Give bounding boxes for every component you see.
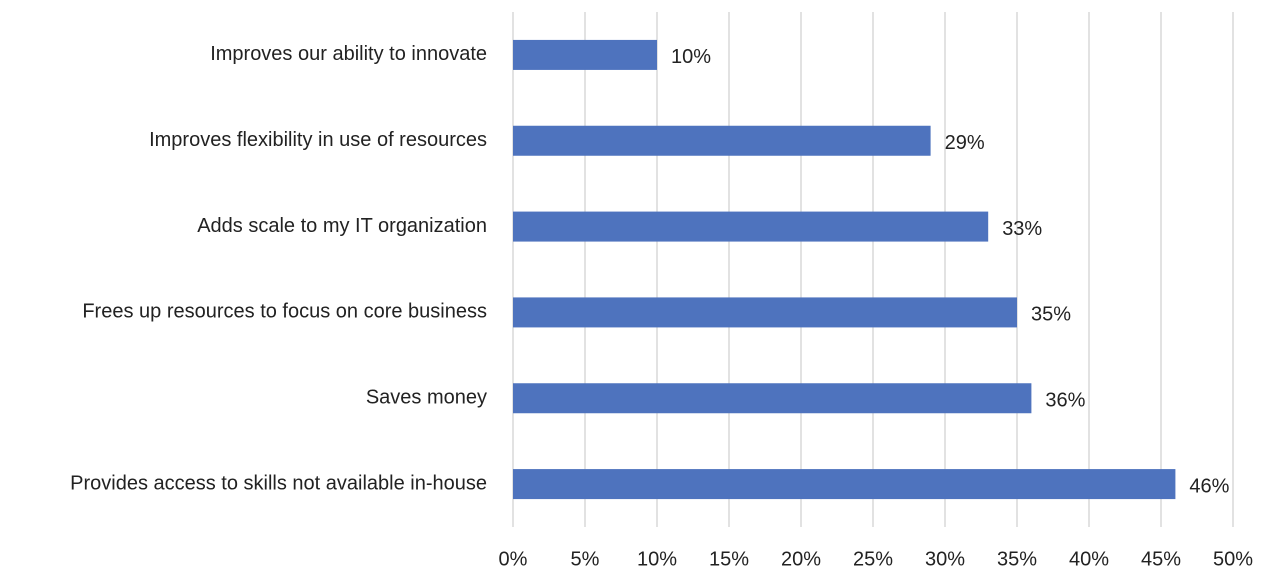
x-tick-label: 45% <box>1141 548 1181 570</box>
bar <box>513 383 1032 414</box>
bar <box>513 211 989 242</box>
x-tick-label: 25% <box>853 548 893 570</box>
bar <box>513 469 1176 500</box>
x-tick-label: 15% <box>709 548 749 570</box>
data-label: 46% <box>1189 475 1229 497</box>
x-tick-label: 50% <box>1213 548 1253 570</box>
x-tick-label: 40% <box>1069 548 1109 570</box>
y-tick-label: Adds scale to my IT organization <box>197 215 487 237</box>
y-tick-label: Improves our ability to innovate <box>210 43 487 65</box>
y-tick-label: Improves flexibility in use of resources <box>149 129 487 151</box>
x-tick-label: 10% <box>637 548 677 570</box>
x-tick-label: 0% <box>499 548 528 570</box>
x-tick-label: 20% <box>781 548 821 570</box>
x-tick-label: 35% <box>997 548 1037 570</box>
data-label: 29% <box>945 132 985 154</box>
bar <box>513 39 657 70</box>
data-label: 36% <box>1045 390 1085 412</box>
y-tick-label: Frees up resources to focus on core busi… <box>82 301 487 323</box>
data-label: 35% <box>1031 304 1071 326</box>
bar <box>513 297 1017 328</box>
bar <box>513 125 931 156</box>
y-tick-label: Saves money <box>366 387 487 409</box>
data-label: 10% <box>671 46 711 68</box>
x-tick-label: 30% <box>925 548 965 570</box>
y-tick-label: Provides access to skills not available … <box>70 472 487 494</box>
data-label: 33% <box>1002 218 1042 240</box>
x-tick-label: 5% <box>571 548 600 570</box>
